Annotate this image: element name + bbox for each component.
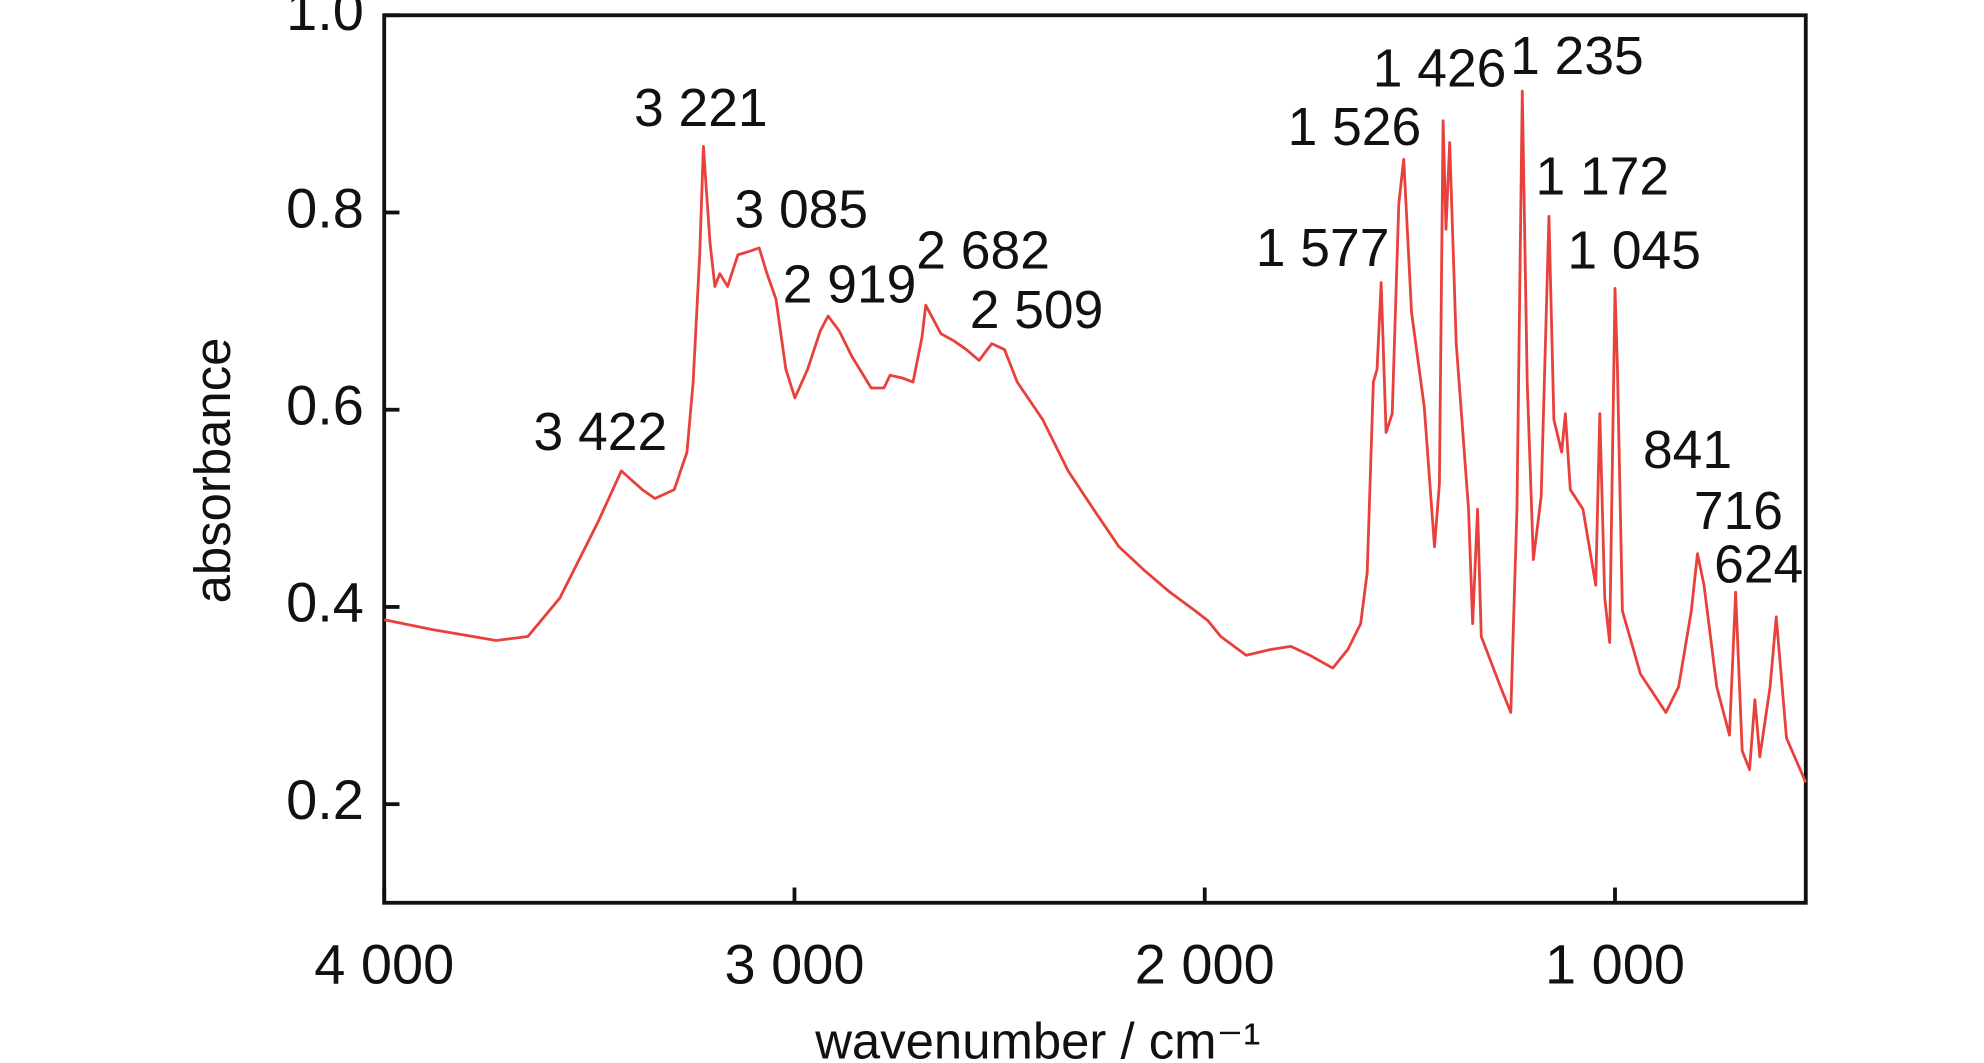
peak-label: 841 [1643, 421, 1732, 480]
peak-label: 624 [1714, 535, 1803, 594]
peak-label: 2 919 [783, 256, 917, 315]
peak-label: 1 235 [1510, 27, 1644, 86]
y-tick-label: 0.2 [286, 768, 364, 831]
y-tick-label: 0.6 [286, 373, 364, 436]
peak-label: 1 577 [1256, 219, 1390, 278]
x-tick-label: 3 000 [724, 933, 864, 996]
y-tick-label: 0.4 [286, 571, 364, 634]
peak-label: 1 045 [1567, 221, 1701, 280]
x-tick-label: 4 000 [314, 933, 454, 996]
peak-label: 3 221 [634, 79, 768, 138]
plot-frame [382, 13, 1808, 905]
peak-label: 3 422 [534, 403, 668, 462]
peak-label: 716 [1694, 482, 1783, 541]
peak-label: 3 085 [734, 181, 868, 240]
spectrum-line [383, 89, 1808, 784]
peak-label: 2 682 [916, 221, 1050, 280]
y-tick-label: 0.8 [286, 176, 364, 239]
peak-label: 2 509 [970, 281, 1104, 340]
peak-label: 1 526 [1288, 98, 1422, 157]
x-tick-label: 2 000 [1135, 933, 1275, 996]
y-axis-title: absorbance [184, 338, 241, 604]
x-tick-label: 1 000 [1545, 933, 1685, 996]
y-tick-label: 1.0 [286, 0, 364, 42]
peak-label: 1 426 [1373, 40, 1507, 99]
peak-label: 1 172 [1536, 148, 1670, 207]
x-axis-title: wavenumber / cm⁻¹ [814, 1013, 1260, 1063]
